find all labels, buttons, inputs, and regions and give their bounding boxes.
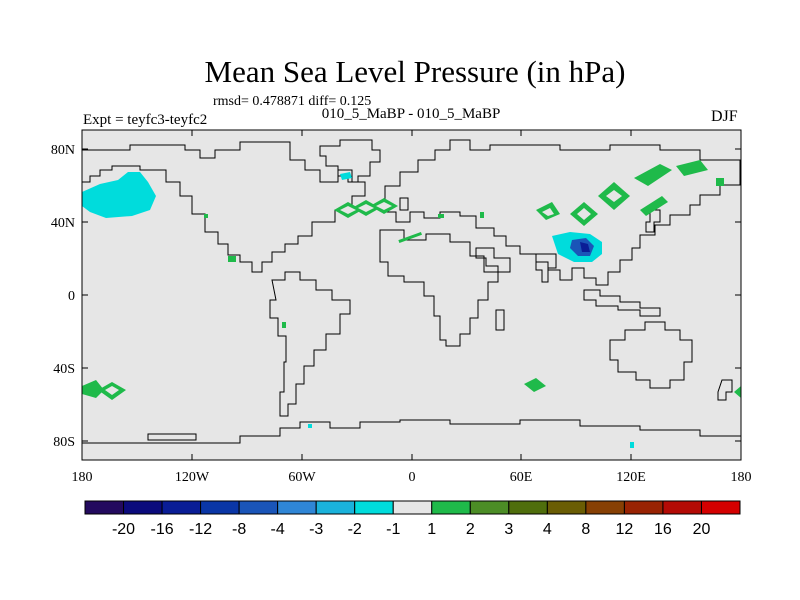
colorbar-labels: -20 -16 -12 -8 -4 -3 -2 -1 1 2 3 4 8 12 16 20 (112, 521, 711, 538)
dark-blue-anomaly-tibet (580, 242, 590, 252)
green-anomaly-southern-pacific (82, 378, 741, 400)
uk-coast (399, 197, 409, 211)
new-zealand-coast (717, 379, 733, 401)
cyan-anomaly-greenland (340, 172, 352, 180)
lat-label: 80S (53, 435, 75, 450)
colorbar-label: 2 (466, 521, 475, 538)
colorbar-label: -4 (271, 521, 285, 538)
colorbar: -20 -16 -12 -8 -4 -3 -2 -1 1 2 3 4 8 12 16 20 (84, 500, 741, 538)
axis-tick-marks (82, 130, 741, 460)
rmsd-diff-stats: rmsd= 0.478871 diff= 0.125 (213, 94, 372, 109)
colorbar-swatch (469, 500, 510, 515)
colorbar-label: -20 (112, 521, 135, 538)
colorbar-swatch (84, 500, 125, 515)
south-america-coast (269, 271, 351, 417)
colorbar-swatch (277, 500, 317, 515)
green-anomaly-atlantic (334, 198, 398, 218)
colorbar-label: -8 (232, 521, 246, 538)
australia-coast (609, 321, 693, 389)
lon-label: 180 (72, 470, 93, 485)
colorbar-label: 8 (581, 521, 590, 538)
lon-label: 60W (288, 470, 316, 485)
colorbar-label: -3 (309, 521, 323, 538)
colorbar-swatch (623, 500, 664, 515)
antarctica-coast (82, 419, 741, 444)
colorbar-swatch (161, 500, 202, 515)
cyan-anomaly-north-pacific (82, 172, 156, 218)
antarctic-ice-shelf (147, 433, 197, 441)
colorbar-swatch (546, 500, 587, 515)
colorbar-label: -12 (189, 521, 212, 538)
arabia-coast (475, 247, 511, 273)
colorbar-swatch (508, 500, 548, 515)
colorbar-swatches (84, 500, 741, 515)
india-coast (535, 253, 557, 283)
colorbar-swatch (123, 500, 163, 515)
greenland-coast (319, 139, 381, 183)
colorbar-swatch (238, 500, 279, 515)
colorbar-label: 3 (504, 521, 513, 538)
lat-label: 40S (53, 362, 75, 377)
colorbar-label: -16 (150, 521, 173, 538)
colorbar-swatch (354, 500, 394, 515)
cyan-anomaly-weddell (308, 424, 312, 428)
lon-label: 0 (409, 470, 416, 485)
green-anomaly-siberia (536, 160, 724, 226)
colorbar-swatch (315, 500, 356, 515)
lat-label: 0 (68, 289, 75, 304)
colorbar-label: 16 (654, 521, 672, 538)
colorbar-label: 12 (616, 521, 634, 538)
lat-label: 40N (51, 216, 75, 231)
anomaly-patches (82, 160, 741, 448)
africa-coast (379, 229, 499, 347)
colorbar-label: 4 (543, 521, 552, 538)
colorbar-swatch (200, 500, 240, 515)
colorbar-swatch (662, 500, 702, 515)
lon-label: 120E (616, 470, 646, 485)
eurasia-coast (384, 139, 741, 286)
map-panel: 80N 40N 0 40S 80S 180 120W 60W 0 60E 120… (51, 129, 752, 485)
colorbar-label: -2 (348, 521, 362, 538)
longitude-labels: 180 120W 60W 0 60E 120E 180 (72, 470, 752, 485)
colorbar-swatch (585, 500, 625, 515)
map-background (81, 129, 742, 461)
indonesia-coast (583, 289, 661, 317)
colorbar-swatch (700, 500, 741, 515)
season-label: DJF (711, 108, 738, 125)
plot-title: Mean Sea Level Pressure (in hPa) (204, 54, 626, 89)
lat-label: 80N (51, 143, 75, 158)
colorbar-label: 20 (693, 521, 711, 538)
colorbar-label: -1 (386, 521, 400, 538)
experiment-subtitle: 010_5_MaBP - 010_5_MaBP (321, 106, 501, 122)
experiment-label: Expt = teyfc3-teyfc2 (83, 112, 208, 128)
colorbar-swatch (392, 500, 433, 515)
lon-label: 180 (731, 470, 752, 485)
north-america-coast (82, 141, 366, 273)
madagascar-coast (495, 309, 505, 331)
lon-label: 60E (510, 470, 533, 485)
green-anomaly-small-cells (204, 212, 484, 328)
japan-coast (645, 209, 661, 233)
colorbar-swatch (431, 500, 471, 515)
cyan-anomaly-south-pole (630, 442, 634, 448)
coastlines (82, 139, 741, 444)
latitude-labels: 80N 40N 0 40S 80S (51, 143, 75, 450)
colorbar-label: 1 (427, 521, 436, 538)
lon-label: 120W (175, 470, 210, 485)
